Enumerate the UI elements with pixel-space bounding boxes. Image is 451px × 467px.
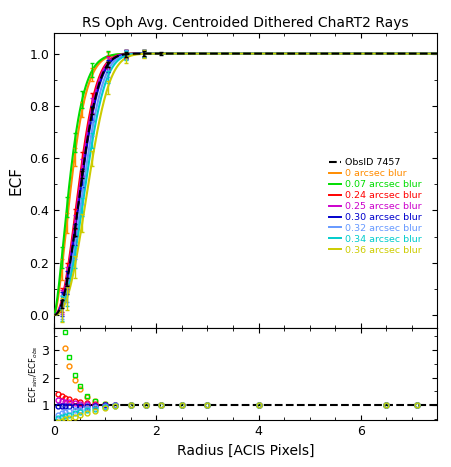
- Y-axis label: ECF: ECF: [9, 166, 24, 195]
- Title: RS Oph Avg. Centroided Dithered ChaRT2 Rays: RS Oph Avg. Centroided Dithered ChaRT2 R…: [83, 16, 409, 30]
- Y-axis label: ECF$_{sim}$/ECF$_{obs}$: ECF$_{sim}$/ECF$_{obs}$: [28, 345, 40, 403]
- X-axis label: Radius [ACIS Pixels]: Radius [ACIS Pixels]: [177, 444, 314, 458]
- Legend: ObsID 7457, 0 arcsec blur, 0.07 arcsec blur, 0.24 arcsec blur, 0.25 arcsec blur,: ObsID 7457, 0 arcsec blur, 0.07 arcsec b…: [326, 155, 425, 258]
